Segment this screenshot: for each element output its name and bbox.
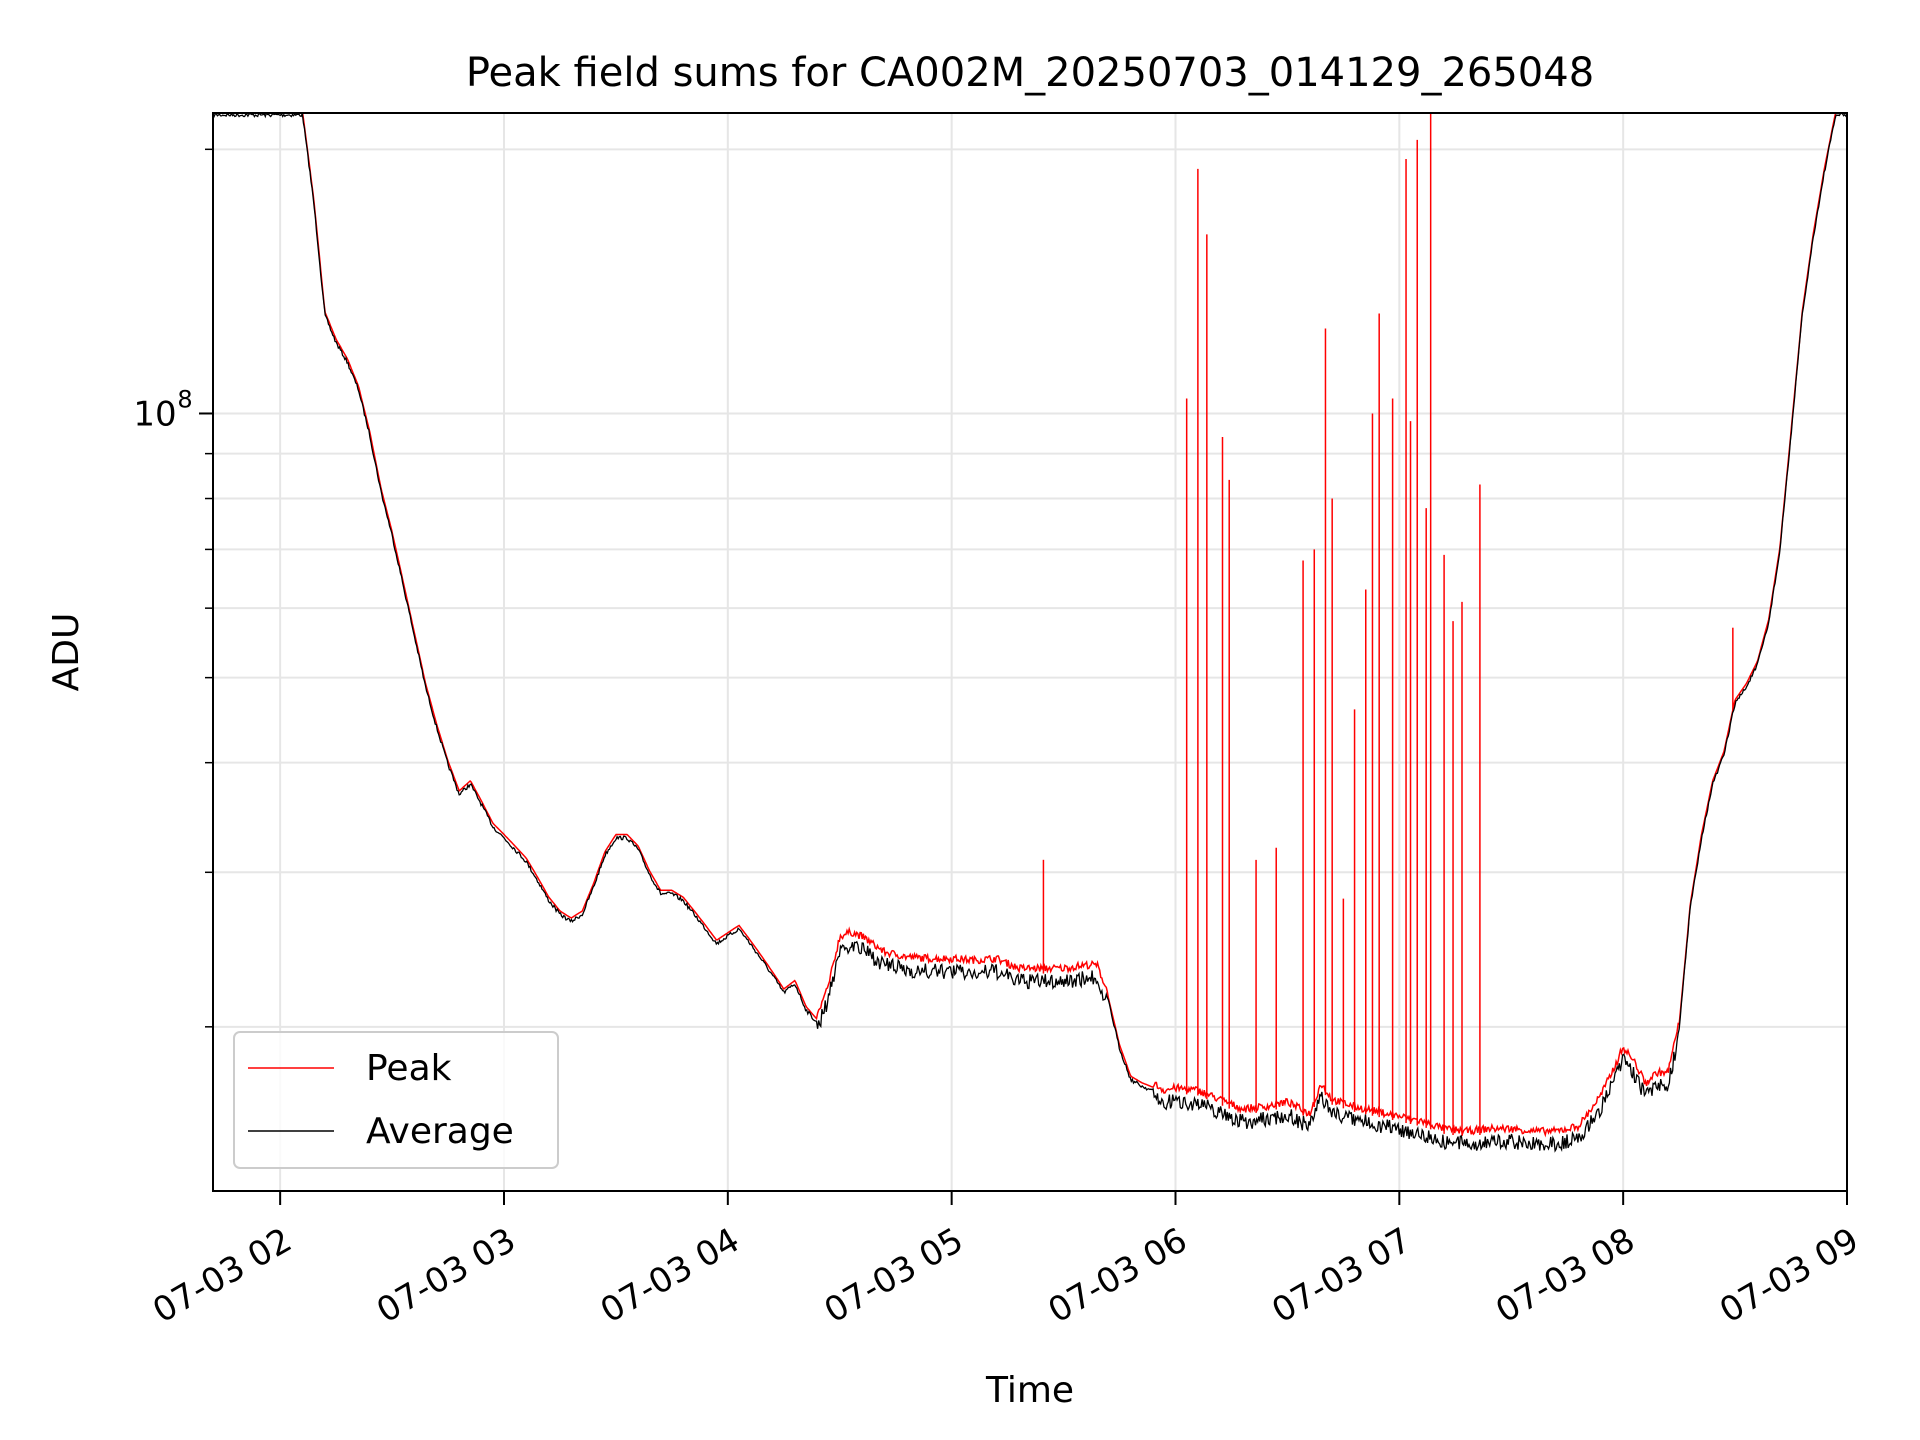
legend-peak-label: Peak xyxy=(366,1048,452,1089)
legend-average-label: Average xyxy=(366,1111,514,1152)
y-tick-label-exponent: 8 xyxy=(177,385,192,413)
y-tick-label: 10 xyxy=(133,394,176,434)
legend-box xyxy=(233,1031,559,1169)
series-clip-group xyxy=(213,113,1847,1153)
peak-series-line xyxy=(301,113,1837,1138)
plot-area-frame xyxy=(212,112,1848,1192)
average-series-line xyxy=(213,113,1847,1153)
chart-title: Peak field sums for CA002M_20250703_0141… xyxy=(466,50,1594,96)
grid-lines xyxy=(213,113,1848,1191)
series-layer xyxy=(213,113,1847,1153)
y-axis-label: ADU xyxy=(46,613,87,692)
x-axis-label: Time xyxy=(985,1370,1074,1411)
legend: Peak Average xyxy=(233,1031,559,1169)
